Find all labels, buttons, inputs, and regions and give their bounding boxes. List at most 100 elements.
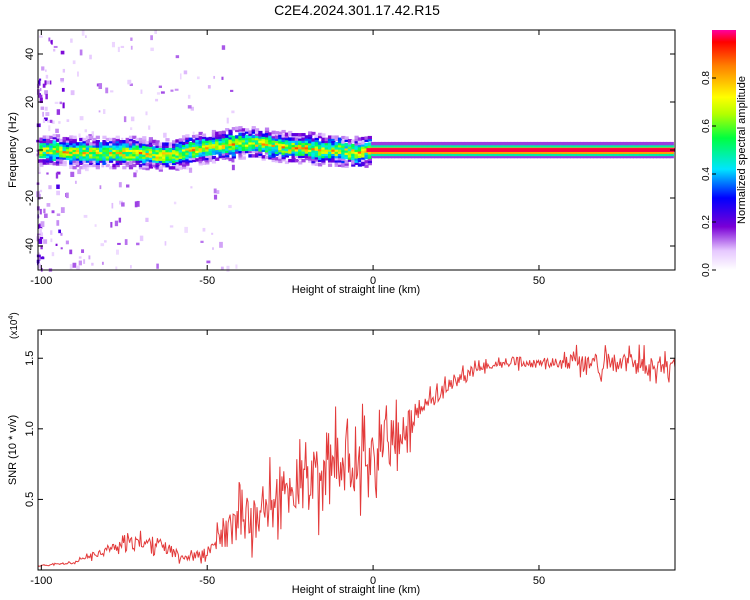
ridge-cell — [483, 150, 489, 154]
noise-cell — [179, 73, 182, 80]
ridge-cell — [314, 140, 319, 145]
ridge-cell — [181, 156, 187, 161]
ridge-cell — [517, 144, 522, 148]
ridge-cell — [387, 141, 392, 146]
ridge-cell — [288, 158, 293, 163]
ridge-cell — [341, 135, 346, 140]
ridge-cell — [663, 146, 668, 150]
ridge-cell — [39, 152, 44, 157]
ridge-cell — [122, 148, 127, 153]
ridge-cell — [324, 141, 329, 146]
ridge-cell — [444, 146, 449, 150]
noise-cell — [60, 232, 63, 236]
ridge-cell — [211, 132, 217, 136]
noise-cell — [230, 89, 234, 92]
ridge-cell — [132, 159, 137, 163]
ridge-cell — [646, 154, 651, 159]
ridge-cell — [62, 162, 67, 167]
ridge-cell — [208, 149, 213, 154]
ridge-cell — [294, 154, 299, 159]
ridge-cell — [430, 152, 436, 157]
ridge-cell — [364, 151, 369, 155]
ridge-cell — [480, 141, 485, 146]
ridge-cell — [553, 150, 558, 154]
noise-cell — [221, 45, 226, 50]
ridge-cell — [298, 154, 303, 159]
ridge-cell — [609, 144, 615, 148]
ridge-cell — [102, 150, 107, 155]
ridge-cell — [580, 141, 585, 146]
ridge-cell — [178, 155, 183, 159]
ridge-cell — [79, 148, 84, 153]
ridge-cell — [357, 163, 363, 167]
ridge-cell — [211, 149, 217, 153]
ridge-cell — [480, 154, 485, 159]
ridge-cell — [327, 144, 333, 148]
ridge-cell — [590, 150, 595, 154]
noise-cell — [139, 235, 144, 242]
ridge-cell — [288, 133, 293, 137]
ridge-cell — [155, 146, 160, 151]
ridge-cell — [424, 152, 429, 157]
ridge-cell — [69, 148, 74, 152]
ridge-cell — [600, 150, 605, 154]
ridge-cell — [669, 152, 674, 157]
ridge-cell — [314, 153, 319, 158]
noise-cell — [55, 243, 58, 246]
ridge-cell — [79, 142, 84, 146]
ridge-cell — [447, 150, 452, 154]
ridge-cell — [59, 138, 64, 143]
noise-cell — [130, 127, 133, 131]
ridge-cell — [324, 144, 329, 148]
ridge-cell — [205, 143, 210, 148]
noise-cell — [140, 89, 143, 94]
ridge-cell — [89, 161, 94, 165]
ridge-cell — [221, 145, 226, 150]
ridge-cell — [181, 141, 187, 146]
ridge-cell — [65, 150, 71, 154]
ridge-cell — [195, 143, 200, 147]
ridge-cell — [105, 146, 110, 150]
y-tick-label: 0.5 — [24, 492, 36, 507]
ridge-cell — [138, 140, 144, 144]
ridge-cell — [258, 139, 263, 143]
ridge-cell — [264, 155, 270, 159]
noise-cell — [119, 200, 123, 205]
ridge-cell — [361, 160, 366, 165]
ridge-cell — [540, 141, 545, 146]
ridge-cell — [377, 146, 382, 150]
ridge-cell — [580, 144, 585, 148]
ridge-cell — [45, 154, 51, 159]
ridge-cell — [142, 166, 147, 170]
ridge-cell — [354, 137, 359, 142]
noise-cell — [36, 254, 41, 258]
ridge-cell — [258, 150, 263, 154]
ridge-cell — [649, 152, 654, 157]
ridge-cell — [467, 141, 472, 146]
ridge-cell — [523, 144, 528, 148]
ridge-cell — [281, 155, 286, 160]
ridge-cell — [89, 135, 94, 140]
ridge-cell — [301, 133, 306, 137]
ridge-cell — [447, 146, 452, 150]
noise-cell — [39, 227, 42, 234]
ridge-cell — [553, 154, 558, 159]
ridge-cell — [321, 152, 326, 157]
ridge-cell — [563, 152, 568, 157]
ridge-cell — [643, 144, 648, 148]
noise-cell — [66, 192, 69, 199]
ridge-cell — [45, 137, 51, 141]
ridge-cell — [503, 146, 508, 150]
ridge-cell — [536, 152, 542, 157]
ridge-cell — [261, 140, 266, 144]
ridge-cell — [533, 154, 538, 159]
ridge-cell — [205, 148, 210, 152]
ridge-cell — [241, 152, 246, 156]
noise-cell — [59, 101, 62, 105]
noise-cell — [115, 266, 118, 270]
ridge-cell — [172, 166, 177, 170]
noise-cell — [72, 60, 76, 65]
ridge-cell — [181, 137, 187, 141]
ridge-cell — [507, 146, 512, 150]
ridge-cell — [344, 147, 349, 151]
